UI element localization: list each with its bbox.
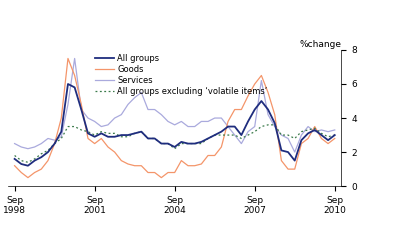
Text: %change: %change xyxy=(299,39,341,49)
Legend: All groups, Goods, Services, All groups excluding ‘volatile items’: All groups, Goods, Services, All groups … xyxy=(95,54,268,96)
